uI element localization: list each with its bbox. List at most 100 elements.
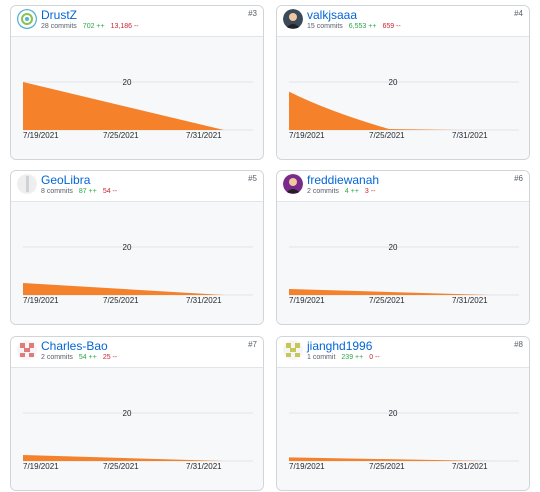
contributor-card: DrustZ 28 commits 702 ++ 13,186 -- #3 20 7/… — [10, 5, 264, 160]
contribution-chart: 20 7/19/2021 7/25/2021 7/31/2021 — [277, 202, 529, 324]
contributor-rank: #6 — [514, 174, 523, 183]
chart-svg: 20 7/19/2021 7/25/2021 7/31/2021 — [289, 78, 519, 140]
contributor-rank: #4 — [514, 9, 523, 18]
deletions-count: 13,186 -- — [110, 23, 139, 30]
contribution-chart: 20 7/19/2021 7/25/2021 7/31/2021 — [277, 368, 529, 490]
x-tick-label: 7/31/2021 — [452, 462, 488, 471]
contributor-header: GeoLibra 8 commits 87 ++ 54 -- #5 — [11, 171, 263, 202]
x-tick-label: 7/31/2021 — [186, 131, 222, 140]
contribution-area — [289, 457, 490, 461]
contributor-rank: #7 — [248, 340, 257, 349]
y-tick-label: 20 — [389, 409, 398, 418]
contributor-username-link[interactable]: jianghd1996 — [307, 339, 373, 353]
x-tick-label: 7/19/2021 — [289, 296, 325, 305]
contribution-area — [23, 82, 224, 130]
contributor-card: valkjsaaa 15 commits 6,553 ++ 659 -- #4 20… — [276, 5, 530, 160]
x-tick-label: 7/25/2021 — [369, 131, 405, 140]
chart-svg: 20 7/19/2021 7/25/2021 7/31/2021 — [23, 409, 253, 471]
contributor-card: GeoLibra 8 commits 87 ++ 54 -- #5 20 7/19/2… — [10, 170, 264, 325]
deletions-count: 25 -- — [102, 354, 118, 361]
y-tick-label: 20 — [389, 78, 398, 87]
x-tick-label: 7/19/2021 — [289, 462, 325, 471]
contributor-username-link[interactable]: DrustZ — [41, 8, 77, 22]
chart-svg: 20 7/19/2021 7/25/2021 7/31/2021 — [23, 78, 253, 140]
contributor-stats: 15 commits 6,553 ++ 659 -- — [307, 23, 401, 30]
y-tick-label: 20 — [123, 243, 132, 252]
additions-count: 54 ++ — [78, 354, 97, 361]
avatar[interactable] — [17, 340, 37, 360]
x-tick-label: 7/19/2021 — [23, 296, 59, 305]
y-tick-label: 20 — [123, 409, 132, 418]
avatar[interactable] — [283, 340, 303, 360]
contributor-header: DrustZ 28 commits 702 ++ 13,186 -- #3 — [11, 6, 263, 37]
contributor-username-link[interactable]: freddiewanah — [307, 173, 380, 187]
avatar[interactable] — [283, 174, 303, 194]
contributor-rank: #5 — [248, 174, 257, 183]
contributor-stats: 1 commit 239 ++ 0 -- — [307, 354, 380, 361]
x-tick-label: 7/25/2021 — [103, 296, 139, 305]
avatar[interactable] — [17, 9, 37, 29]
commit-count-link[interactable]: 15 commits — [307, 23, 343, 30]
contribution-area — [23, 283, 224, 295]
deletions-count: 659 -- — [382, 23, 401, 30]
contributor-stats: 8 commits 87 ++ 54 -- — [41, 188, 117, 195]
additions-count: 6,553 ++ — [348, 23, 377, 30]
x-tick-label: 7/19/2021 — [289, 131, 325, 140]
contributor-rank: #8 — [514, 340, 523, 349]
contributor-card: Charles-Bao 2 commits 54 ++ 25 -- #7 20 7/1… — [10, 336, 264, 491]
contribution-chart: 20 7/19/2021 7/25/2021 7/31/2021 — [277, 37, 529, 159]
contributor-card: freddiewanah 2 commits 4 ++ 3 -- #6 20 7/19… — [276, 170, 530, 325]
contribution-chart: 20 7/19/2021 7/25/2021 7/31/2021 — [11, 37, 263, 159]
contributor-username-link[interactable]: valkjsaaa — [307, 8, 358, 22]
chart-svg: 20 7/19/2021 7/25/2021 7/31/2021 — [289, 243, 519, 305]
y-tick-label: 20 — [123, 78, 132, 87]
contribution-area — [23, 455, 224, 461]
photo-avatar-icon — [283, 174, 303, 194]
contribution-area — [289, 91, 460, 130]
contributor-header: freddiewanah 2 commits 4 ++ 3 -- #6 — [277, 171, 529, 202]
y-tick-label: 20 — [389, 243, 398, 252]
x-tick-label: 7/31/2021 — [186, 462, 222, 471]
grey-avatar-icon — [17, 174, 37, 194]
commit-count-link[interactable]: 2 commits — [41, 354, 73, 361]
x-tick-label: 7/31/2021 — [186, 296, 222, 305]
chart-svg: 20 7/19/2021 7/25/2021 7/31/2021 — [23, 243, 253, 305]
contributor-stats: 28 commits 702 ++ 13,186 -- — [41, 23, 139, 30]
identicon-avatar-icon — [17, 340, 37, 360]
x-tick-label: 7/19/2021 — [23, 462, 59, 471]
commit-count-link[interactable]: 28 commits — [41, 23, 77, 30]
contributor-stats: 2 commits 4 ++ 3 -- — [307, 188, 375, 195]
contributor-stats: 2 commits 54 ++ 25 -- — [41, 354, 117, 361]
contributor-username-link[interactable]: GeoLibra — [41, 173, 91, 187]
x-tick-label: 7/31/2021 — [452, 131, 488, 140]
additions-count: 239 ++ — [341, 354, 364, 361]
x-tick-label: 7/25/2021 — [369, 296, 405, 305]
photo-avatar-icon — [283, 9, 303, 29]
x-tick-label: 7/31/2021 — [452, 296, 488, 305]
commit-count-link[interactable]: 2 commits — [307, 188, 339, 195]
deletions-count: 0 -- — [369, 354, 380, 361]
aperture-avatar-icon — [17, 9, 37, 29]
contributor-header: jianghd1996 1 commit 239 ++ 0 -- #8 — [277, 337, 529, 368]
contribution-area — [289, 289, 490, 295]
identicon-avatar-icon — [283, 340, 303, 360]
additions-count: 4 ++ — [344, 188, 359, 195]
contributor-card: jianghd1996 1 commit 239 ++ 0 -- #8 20 7/19… — [276, 336, 530, 491]
x-tick-label: 7/25/2021 — [103, 131, 139, 140]
additions-count: 87 ++ — [78, 188, 97, 195]
x-tick-label: 7/25/2021 — [369, 462, 405, 471]
deletions-count: 3 -- — [364, 188, 376, 195]
contributor-header: Charles-Bao 2 commits 54 ++ 25 -- #7 — [11, 337, 263, 368]
contributor-rank: #3 — [248, 9, 257, 18]
contributor-header: valkjsaaa 15 commits 6,553 ++ 659 -- #4 — [277, 6, 529, 37]
chart-svg: 20 7/19/2021 7/25/2021 7/31/2021 — [289, 409, 519, 471]
contribution-chart: 20 7/19/2021 7/25/2021 7/31/2021 — [11, 368, 263, 490]
x-tick-label: 7/19/2021 — [23, 131, 59, 140]
commit-count-link[interactable]: 1 commit — [307, 354, 336, 361]
commit-count-link[interactable]: 8 commits — [41, 188, 73, 195]
avatar[interactable] — [283, 9, 303, 29]
deletions-count: 54 -- — [102, 188, 118, 195]
contributor-username-link[interactable]: Charles-Bao — [41, 339, 108, 353]
additions-count: 702 ++ — [82, 23, 105, 30]
avatar[interactable] — [17, 174, 37, 194]
